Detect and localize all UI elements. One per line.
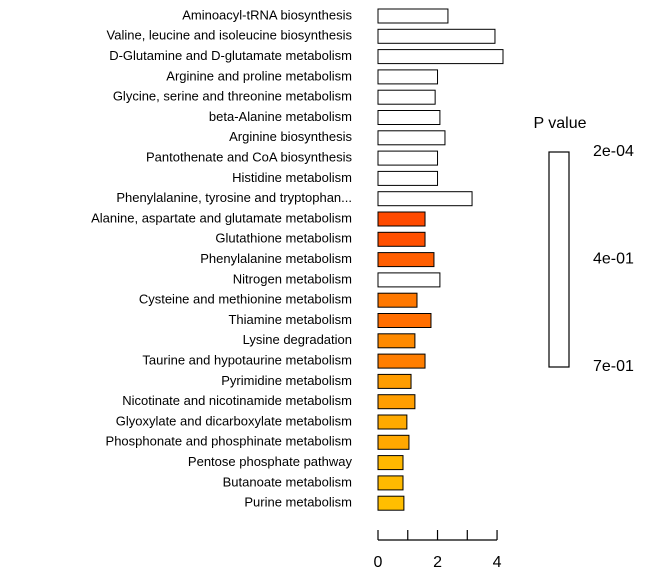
category-label: Pantothenate and CoA biosynthesis (146, 150, 352, 165)
legend-label: 7e-01 (593, 358, 634, 375)
category-label: Phenylalanine metabolism (200, 251, 352, 266)
legend-label: 4e-01 (593, 251, 634, 268)
category-label: Histidine metabolism (232, 170, 352, 185)
bar (377, 231, 426, 247)
legend-title: P value (533, 115, 586, 132)
category-label: Arginine and proline metabolism (166, 68, 352, 83)
bar (377, 49, 504, 65)
bar (377, 353, 426, 369)
x-tick-label: 0 (374, 554, 383, 571)
category-label: Arginine biosynthesis (229, 129, 352, 144)
category-label: Cysteine and methionine metabolism (139, 292, 352, 307)
x-tick-label: 4 (493, 554, 502, 571)
bar (377, 313, 432, 328)
category-label: Taurine and hypotaurine metabolism (142, 353, 352, 368)
bar (377, 455, 404, 471)
category-label: Aminoacyl-tRNA biosynthesis (182, 7, 352, 22)
category-label: Phosphonate and phosphinate metabolism (106, 434, 352, 449)
category-label: beta-Alanine metabolism (209, 109, 352, 124)
category-label: Valine, leucine and isoleucine biosynthe… (107, 28, 353, 43)
bar (377, 150, 439, 166)
category-label: Lysine degradation (243, 332, 352, 347)
bar (377, 272, 441, 288)
category-label: Nicotinate and nicotinamide metabolism (122, 393, 352, 408)
bar (377, 252, 435, 268)
bar (377, 211, 426, 227)
colorbar (548, 151, 570, 368)
bar (377, 434, 410, 450)
category-label: Phenylalanine, tyrosine and tryptophan..… (116, 190, 352, 205)
bar (377, 333, 416, 349)
category-label: D-Glutamine and D-glutamate metabolism (109, 48, 352, 63)
bar (377, 130, 446, 146)
category-label: Pyrimidine metabolism (221, 373, 352, 388)
bar (377, 69, 439, 85)
category-label: Alanine, aspartate and glutamate metabol… (91, 210, 352, 225)
category-label: Nitrogen metabolism (233, 271, 352, 286)
category-label: Pentose phosphate pathway (188, 454, 353, 469)
bar (377, 191, 473, 207)
bar (377, 414, 408, 430)
bar (377, 89, 436, 105)
bar (377, 292, 418, 308)
bar (377, 475, 404, 491)
legend-label: 2e-04 (593, 143, 634, 160)
category-label: Glutathione metabolism (215, 231, 352, 246)
category-label: Purine metabolism (244, 495, 352, 510)
category-label: Glycine, serine and threonine metabolism (113, 89, 352, 104)
category-label: Glyoxylate and dicarboxylate metabolism (116, 413, 352, 428)
bar (377, 170, 439, 186)
bar (377, 8, 449, 24)
bar (377, 28, 496, 44)
bar (377, 394, 416, 410)
x-tick-label: 2 (433, 554, 442, 571)
bar (377, 373, 412, 389)
category-label: Butanoate metabolism (223, 474, 352, 489)
bar (377, 110, 441, 125)
bar (377, 495, 405, 511)
category-label: Thiamine metabolism (228, 312, 352, 327)
